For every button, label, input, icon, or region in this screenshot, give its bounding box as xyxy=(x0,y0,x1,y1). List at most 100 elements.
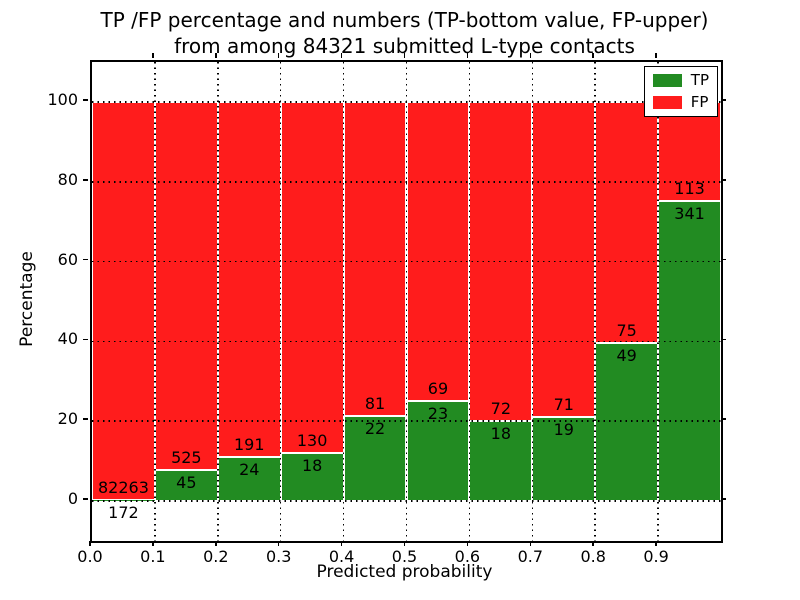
x-tick-bottom xyxy=(529,541,532,546)
tp-count-label: 172 xyxy=(108,503,139,523)
x-tick-label: 0.7 xyxy=(517,547,544,566)
legend-item-fp: FP xyxy=(652,93,709,111)
x-tick-bottom xyxy=(340,541,343,546)
y-tick-right xyxy=(721,99,726,101)
tp-legend-swatch xyxy=(652,74,682,87)
v-gridline xyxy=(279,62,282,541)
bar-segment-tp xyxy=(595,343,659,502)
x-tick-top xyxy=(215,53,217,58)
x-tick-bottom xyxy=(592,541,594,546)
tp-count-label: 49 xyxy=(616,346,637,366)
y-tick-label: 100 xyxy=(47,89,78,109)
v-gridline xyxy=(342,62,345,541)
x-tick-label: 0.6 xyxy=(454,547,481,566)
x-tick-top xyxy=(403,53,406,58)
bar-segment-fp xyxy=(532,101,596,417)
y-tick-left xyxy=(83,338,88,341)
bar-segment-fp xyxy=(595,101,659,344)
fp-count-label: 525 xyxy=(171,447,202,467)
y-tick-left xyxy=(83,498,88,500)
plot-area: 82263 172 525 45 191 24 130 18 81 22 69 23 72 18 71 19 7… xyxy=(90,60,723,543)
v-gridline xyxy=(531,62,534,541)
x-tick-bottom xyxy=(403,541,406,546)
y-tick-right xyxy=(721,338,726,341)
bar-segment-fp xyxy=(406,101,470,402)
x-tick-top xyxy=(340,53,343,58)
y-tick-label: 20 xyxy=(57,409,78,429)
x-tick-bottom xyxy=(152,541,154,546)
fp-count-label: 191 xyxy=(233,434,265,454)
bar-segment-fp xyxy=(92,101,155,501)
y-tick-left xyxy=(83,99,88,101)
x-tick-top xyxy=(466,53,469,58)
bar-segment-fp xyxy=(217,101,281,457)
x-tick-bottom xyxy=(466,541,469,546)
y-tick-right xyxy=(721,498,726,500)
x-tick-top xyxy=(277,53,280,58)
tp-count-label: 341 xyxy=(674,204,705,224)
legend-label-fp: FP xyxy=(690,93,709,111)
x-tick-label: 0.1 xyxy=(140,547,166,566)
tp-count-label: 22 xyxy=(364,418,386,438)
y-tick-label: 40 xyxy=(57,329,78,349)
x-tick-label: 0.9 xyxy=(643,547,669,566)
y-tick-label: 60 xyxy=(57,249,78,269)
tp-count-label: 45 xyxy=(176,472,197,492)
legend-item-tp: TP xyxy=(652,71,709,89)
fp-count-label: 75 xyxy=(616,321,637,341)
x-tick-bottom xyxy=(215,541,217,546)
bar-segment-fp xyxy=(280,101,344,453)
fp-count-label: 81 xyxy=(364,393,386,413)
x-tick-top xyxy=(655,53,657,58)
x-tick-label: 0.3 xyxy=(265,547,292,566)
v-gridline xyxy=(405,62,408,541)
fp-count-label: 82263 xyxy=(97,478,149,498)
x-tick-bottom xyxy=(89,541,91,546)
fp-count-label: 71 xyxy=(553,394,574,414)
v-gridline xyxy=(217,62,219,541)
y-tick-right xyxy=(721,418,726,421)
x-tick-label: 0.5 xyxy=(391,547,418,566)
legend: TP FP xyxy=(643,66,718,117)
fp-count-label: 69 xyxy=(427,379,449,399)
chart-title-line1: TP /FP percentage and numbers (TP-bottom… xyxy=(100,8,709,32)
legend-label-tp: TP xyxy=(690,71,709,89)
bar-segment-fp xyxy=(343,101,407,416)
x-tick-bottom xyxy=(277,541,280,546)
fp-count-label: 113 xyxy=(674,179,705,199)
tp-count-label: 19 xyxy=(553,419,574,439)
x-tick-top xyxy=(529,53,532,58)
y-tick-label: 80 xyxy=(57,169,78,189)
x-axis-label: Predicted probability xyxy=(316,562,493,582)
y-tick-left xyxy=(83,418,88,421)
y-tick-left xyxy=(83,258,88,261)
x-tick-bottom xyxy=(655,541,657,546)
fp-legend-swatch xyxy=(652,96,682,109)
bar-segment-fp xyxy=(154,101,218,470)
v-gridline xyxy=(657,62,659,541)
tp-count-label: 18 xyxy=(301,455,323,475)
fp-count-label: 72 xyxy=(490,399,512,419)
x-tick-label: 0.0 xyxy=(77,547,103,566)
tp-count-label: 24 xyxy=(239,459,260,479)
y-tick-right xyxy=(721,178,726,181)
bar-segment-tp xyxy=(154,469,218,502)
v-gridline xyxy=(154,62,156,541)
v-gridline xyxy=(594,62,596,541)
v-gridline xyxy=(468,62,471,541)
tp-count-label: 18 xyxy=(490,424,512,444)
bar-segment-tp xyxy=(280,452,344,502)
y-tick-label: 0 xyxy=(67,489,78,509)
bar-segment-tp xyxy=(658,201,721,502)
chart-title: TP /FP percentage and numbers (TP-bottom… xyxy=(90,7,719,59)
y-tick-left xyxy=(83,178,88,181)
x-tick-label: 0.8 xyxy=(580,547,606,566)
x-tick-label: 0.2 xyxy=(203,547,229,566)
tp-count-label: 23 xyxy=(427,404,449,424)
x-tick-top xyxy=(592,53,594,58)
x-tick-label: 0.4 xyxy=(328,547,355,566)
fp-count-label: 130 xyxy=(296,430,328,450)
y-tick-right xyxy=(721,258,726,261)
x-tick-top xyxy=(152,53,154,58)
